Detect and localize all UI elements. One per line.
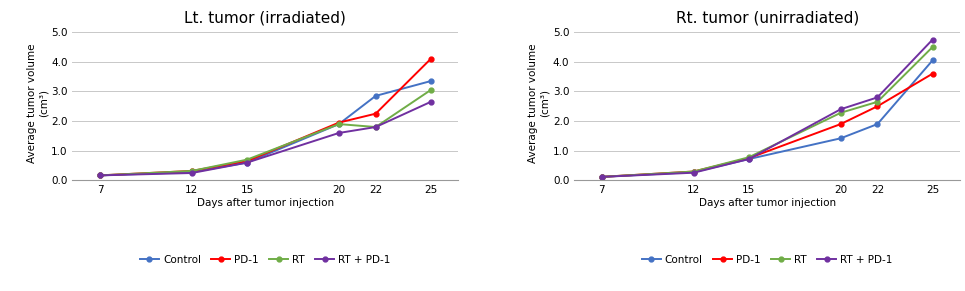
RT: [95, 174, 106, 177]
Line: RT + PD-1: RT + PD-1: [599, 37, 935, 179]
RT: [688, 170, 700, 173]
Legend: Control, PD-1, RT, RT + PD-1: Control, PD-1, RT, RT + PD-1: [136, 250, 395, 269]
Control: [425, 79, 436, 83]
RT + PD-1: [241, 161, 253, 164]
Control: [333, 122, 345, 126]
RT: [241, 158, 253, 162]
RT + PD-1: [95, 174, 106, 177]
RT: [743, 155, 755, 159]
RT + PD-1: [688, 171, 700, 175]
Y-axis label: Average tumor volume
(cm³): Average tumor volume (cm³): [529, 44, 550, 163]
PD-1: [425, 57, 436, 61]
RT + PD-1: [333, 131, 345, 135]
Line: RT + PD-1: RT + PD-1: [97, 100, 433, 178]
PD-1: [835, 122, 846, 126]
Control: [186, 170, 198, 174]
Title: Lt. tumor (irradiated): Lt. tumor (irradiated): [184, 10, 346, 25]
Line: PD-1: PD-1: [97, 56, 433, 178]
X-axis label: Days after tumor injection: Days after tumor injection: [699, 198, 836, 208]
PD-1: [926, 72, 938, 75]
Control: [926, 58, 938, 62]
Control: [596, 175, 608, 179]
PD-1: [186, 169, 198, 173]
PD-1: [333, 121, 345, 124]
PD-1: [743, 157, 755, 160]
RT + PD-1: [871, 96, 883, 99]
Line: Control: Control: [599, 58, 935, 179]
RT: [926, 45, 938, 49]
RT + PD-1: [596, 175, 608, 179]
Line: RT: RT: [97, 88, 433, 178]
Control: [241, 161, 253, 164]
X-axis label: Days after tumor injection: Days after tumor injection: [197, 198, 334, 208]
RT: [370, 125, 381, 129]
RT + PD-1: [926, 38, 938, 41]
RT: [835, 111, 846, 115]
PD-1: [370, 112, 381, 116]
Title: Rt. tumor (unirradiated): Rt. tumor (unirradiated): [676, 10, 859, 25]
RT + PD-1: [370, 125, 381, 129]
Control: [743, 157, 755, 161]
PD-1: [241, 159, 253, 163]
Control: [370, 94, 381, 98]
RT: [596, 175, 608, 179]
Line: RT: RT: [599, 45, 935, 179]
Control: [95, 174, 106, 177]
RT + PD-1: [425, 100, 436, 104]
PD-1: [95, 174, 106, 177]
Control: [835, 136, 846, 140]
Line: PD-1: PD-1: [599, 71, 935, 179]
Control: [688, 170, 700, 174]
Control: [871, 122, 883, 126]
Y-axis label: Average tumor volume
(cm³): Average tumor volume (cm³): [27, 44, 48, 163]
Line: Control: Control: [97, 79, 433, 178]
PD-1: [596, 175, 608, 179]
RT + PD-1: [835, 107, 846, 111]
RT: [871, 100, 883, 104]
RT: [425, 88, 436, 92]
RT: [333, 122, 345, 126]
PD-1: [688, 170, 700, 173]
RT: [186, 169, 198, 173]
Legend: Control, PD-1, RT, RT + PD-1: Control, PD-1, RT, RT + PD-1: [638, 250, 896, 269]
RT + PD-1: [186, 171, 198, 175]
PD-1: [871, 104, 883, 108]
RT + PD-1: [743, 157, 755, 161]
